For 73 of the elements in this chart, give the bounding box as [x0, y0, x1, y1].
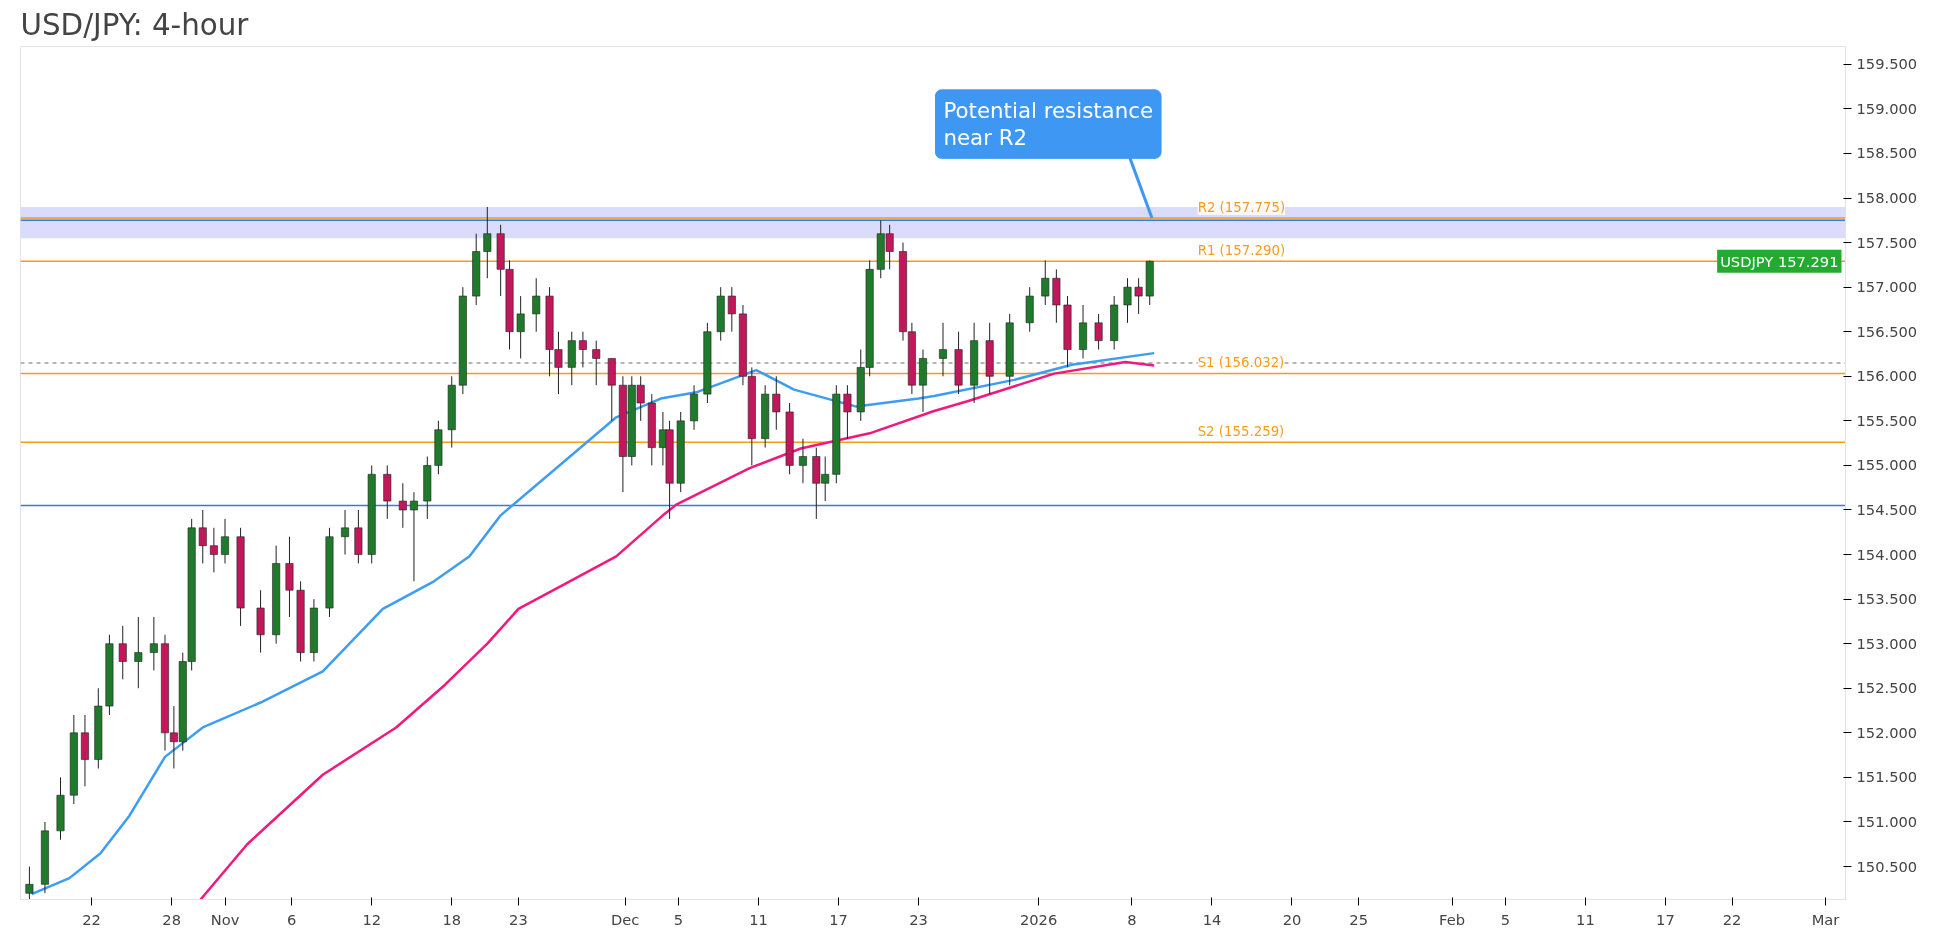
candlestick: [221, 518, 229, 564]
y-tick-label: 153.000: [1856, 634, 1918, 652]
x-tick-label: 25: [1349, 910, 1369, 928]
ref-line-label: R2 (157.775): [1197, 200, 1286, 216]
x-tick-label: 22: [82, 910, 101, 928]
x-tick-label: 20: [1282, 910, 1302, 928]
y-tick-label: 153.500: [1856, 590, 1918, 608]
x-tick-label: 22: [1722, 910, 1742, 928]
candlestick: [1123, 277, 1132, 324]
x-tick-label: 12: [362, 910, 382, 928]
annotation: USDJPY 157.291: [1720, 252, 1839, 270]
x-tick-label: 5: [673, 910, 684, 928]
candlestick: [772, 375, 781, 431]
y-tick-label: 159.500: [1856, 55, 1918, 73]
candlestick: [578, 331, 587, 368]
candlestick: [341, 509, 350, 556]
candlestick: [843, 384, 852, 440]
y-tick-label: 155.000: [1856, 456, 1918, 474]
y-tick-label: 151.000: [1856, 812, 1918, 830]
y-tick-label: 158.500: [1856, 144, 1918, 162]
candlestick: [198, 509, 207, 564]
x-tick-label: 23: [509, 910, 528, 928]
y-tick-label: 155.500: [1856, 411, 1918, 429]
x-tick-label: 6: [287, 910, 297, 928]
y-tick-label: 154.000: [1856, 545, 1918, 563]
candlestick: [939, 322, 947, 377]
y-tick-label: 152.000: [1856, 723, 1918, 741]
candlestick: [532, 277, 541, 333]
annotation: Potential resistance near R2: [943, 97, 1154, 151]
candlestick: [1094, 313, 1103, 351]
ref-line-label: S2 (155.259): [1197, 424, 1285, 440]
y-tick-label: 156.500: [1856, 322, 1918, 340]
ref-line-label: S1 (156.032): [1197, 355, 1285, 371]
candlestick: [149, 616, 158, 671]
y-tick-label: 151.500: [1856, 768, 1918, 786]
candlestick: [134, 616, 143, 689]
y-tick-label: 159.000: [1856, 99, 1918, 117]
ref-line-label: R1 (157.290): [1197, 243, 1286, 259]
x-tick-label: 5: [1500, 910, 1511, 928]
candlestick: [1134, 277, 1143, 315]
candlestick: [592, 340, 601, 386]
x-tick-label: 18: [442, 910, 462, 928]
candlestick: [1041, 259, 1050, 306]
x-tick-label: 23: [909, 910, 928, 928]
chart-title: USD/JPY: 4-hour: [20, 7, 250, 42]
y-tick-label: 156.000: [1856, 367, 1918, 385]
candlestick: [516, 295, 525, 359]
x-tick-label: Feb: [1439, 910, 1466, 928]
y-tick-label: 152.500: [1856, 679, 1918, 697]
x-tick-label: 14: [1202, 910, 1222, 928]
y-tick-label: 150.500: [1856, 857, 1918, 875]
candlestick: [409, 491, 418, 582]
x-tick-label: 2026: [1019, 910, 1058, 928]
x-tick-label: 11: [1576, 910, 1595, 928]
line-series: [199, 360, 1156, 900]
x-tick-label: Mar: [1811, 910, 1841, 928]
x-tick-label: Nov: [210, 910, 240, 928]
candlestick: [727, 286, 736, 333]
x-tick-label: 17: [829, 910, 848, 928]
y-tick-label: 154.500: [1856, 500, 1918, 518]
x-tick-label: 28: [162, 910, 181, 928]
candlestick: [398, 482, 407, 529]
candlestick: [483, 206, 492, 279]
x-tick-label: 11: [749, 910, 768, 928]
y-tick-label: 157.500: [1856, 233, 1918, 251]
y-tick-label: 157.000: [1856, 278, 1918, 296]
x-tick-label: 8: [1127, 910, 1137, 928]
candlestick: [209, 527, 218, 573]
candlestick: [118, 625, 127, 680]
x-tick-label: Dec: [610, 910, 640, 928]
y-tick-label: 158.000: [1856, 189, 1918, 207]
candlestick: [798, 438, 807, 484]
x-tick-label: 17: [1656, 910, 1675, 928]
